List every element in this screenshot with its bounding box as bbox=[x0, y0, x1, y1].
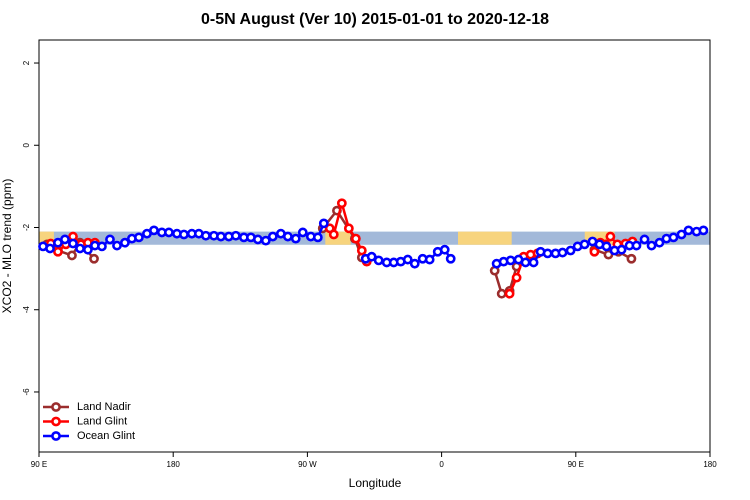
legend-marker bbox=[51, 416, 61, 427]
data-point bbox=[343, 223, 354, 234]
data-point bbox=[83, 244, 93, 255]
data-point bbox=[579, 239, 590, 250]
data-point bbox=[105, 234, 115, 245]
data-point bbox=[290, 233, 301, 244]
data-point bbox=[504, 288, 515, 299]
data-point bbox=[505, 255, 516, 266]
data-point bbox=[60, 234, 70, 245]
data-point bbox=[68, 238, 78, 249]
data-point bbox=[565, 245, 576, 256]
data-point bbox=[252, 234, 263, 245]
y-tick-label: -2 bbox=[22, 223, 31, 231]
data-point bbox=[668, 232, 679, 243]
data-point bbox=[402, 254, 413, 265]
data-point bbox=[409, 258, 420, 269]
y-tick-label: -6 bbox=[22, 388, 31, 396]
data-point bbox=[528, 257, 539, 268]
data-point bbox=[200, 230, 211, 241]
x-tick-label: 90 E bbox=[31, 460, 47, 469]
data-point bbox=[45, 243, 55, 254]
data-point bbox=[424, 254, 435, 265]
data-point bbox=[179, 229, 189, 240]
data-point bbox=[445, 253, 456, 264]
data-point bbox=[557, 247, 568, 258]
x-tick-label: 0 bbox=[439, 460, 444, 469]
y-tick-label: 2 bbox=[22, 60, 31, 65]
data-point bbox=[134, 232, 144, 243]
data-point bbox=[676, 229, 687, 240]
data-point bbox=[119, 237, 130, 248]
data-point bbox=[683, 225, 694, 236]
data-point bbox=[97, 241, 107, 252]
data-point bbox=[328, 229, 339, 240]
data-point bbox=[646, 240, 657, 251]
data-point bbox=[601, 241, 612, 252]
data-point bbox=[53, 246, 63, 257]
data-point bbox=[698, 225, 709, 236]
data-point bbox=[75, 243, 85, 254]
data-point bbox=[216, 231, 226, 242]
legend-marker bbox=[51, 431, 61, 441]
y-tick-label: -4 bbox=[22, 306, 31, 314]
data-point bbox=[149, 225, 159, 236]
data-point bbox=[626, 253, 637, 264]
data-point bbox=[631, 240, 642, 251]
data-point bbox=[520, 257, 531, 268]
chart-title: 0-5N August (Ver 10) 2015-01-01 to 2020-… bbox=[201, 11, 549, 28]
data-point bbox=[356, 245, 367, 256]
data-point bbox=[112, 240, 122, 251]
data-point bbox=[336, 198, 347, 209]
x-tick-label: 90 W bbox=[298, 460, 317, 469]
data-point bbox=[230, 230, 241, 241]
data-point bbox=[282, 231, 293, 242]
data-point bbox=[260, 235, 271, 246]
y-tick-label: 0 bbox=[22, 142, 31, 147]
data-point bbox=[67, 250, 77, 261]
x-tick-label: 180 bbox=[167, 460, 181, 469]
data-point bbox=[318, 218, 329, 229]
data-point bbox=[616, 244, 627, 255]
data-point bbox=[542, 248, 553, 259]
legend-label: Ocean Glint bbox=[77, 430, 135, 442]
data-point bbox=[373, 255, 384, 266]
data-point bbox=[439, 244, 450, 255]
data-point bbox=[350, 233, 361, 244]
legend-marker bbox=[51, 402, 61, 412]
data-point bbox=[312, 232, 323, 243]
legend-label: Land Glint bbox=[77, 415, 127, 427]
data-point bbox=[654, 237, 665, 248]
data-point bbox=[297, 227, 308, 238]
data-point bbox=[89, 253, 99, 264]
y-axis-label: XCO2 - MLO trend (ppm) bbox=[0, 179, 14, 314]
x-tick-label: 180 bbox=[703, 460, 717, 469]
legend-label: Land Nadir bbox=[77, 401, 131, 413]
data-point bbox=[366, 251, 377, 262]
data-point bbox=[605, 231, 616, 242]
x-tick-label: 90 E bbox=[568, 460, 584, 469]
data-point bbox=[496, 288, 507, 299]
data-point bbox=[163, 227, 174, 238]
data-point bbox=[511, 272, 522, 283]
data-point bbox=[639, 234, 650, 245]
data-point bbox=[267, 231, 278, 242]
data-point bbox=[589, 246, 600, 257]
land-span bbox=[458, 231, 512, 245]
x-axis-label: Longitude bbox=[349, 476, 402, 490]
